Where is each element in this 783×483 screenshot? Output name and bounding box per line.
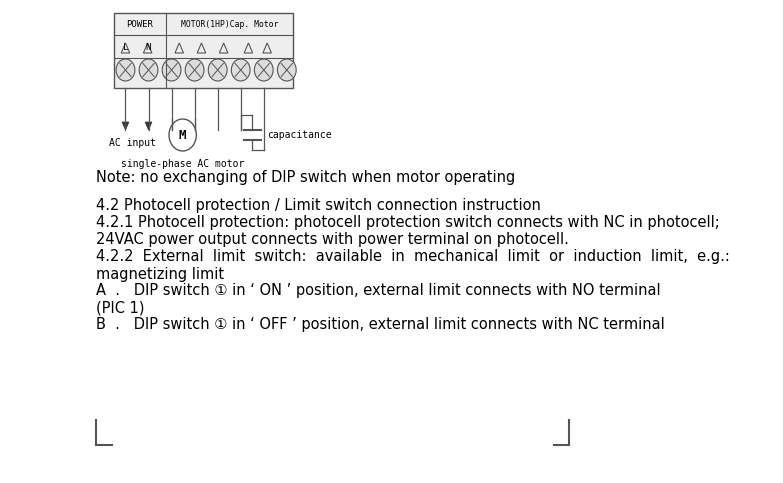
Text: N: N	[145, 43, 150, 52]
Text: 24VAC power output connects with power terminal on photocell.: 24VAC power output connects with power t…	[96, 232, 569, 247]
Text: POWER: POWER	[127, 19, 153, 28]
Text: AC input: AC input	[110, 138, 157, 148]
Circle shape	[186, 59, 204, 81]
Circle shape	[162, 59, 181, 81]
Text: M: M	[179, 128, 186, 142]
Circle shape	[208, 59, 227, 81]
Text: 4.2 Photocell protection / Limit switch connection instruction: 4.2 Photocell protection / Limit switch …	[96, 198, 541, 213]
Text: MOTOR(1HP)Cap. Motor: MOTOR(1HP)Cap. Motor	[181, 19, 279, 28]
Circle shape	[231, 59, 250, 81]
Circle shape	[116, 59, 135, 81]
Polygon shape	[145, 122, 152, 130]
Text: L: L	[123, 43, 128, 52]
Circle shape	[139, 59, 158, 81]
Polygon shape	[122, 122, 129, 130]
Circle shape	[277, 59, 296, 81]
Circle shape	[169, 119, 197, 151]
Text: A  .   DIP switch ① in ‘ ON ’ position, external limit connects with NO terminal: A . DIP switch ① in ‘ ON ’ position, ext…	[96, 283, 661, 298]
Text: single-phase AC motor: single-phase AC motor	[121, 159, 244, 169]
Text: B  .   DIP switch ① in ‘ OFF ’ position, external limit connects with NC termina: B . DIP switch ① in ‘ OFF ’ position, ex…	[96, 317, 666, 332]
Bar	[114, 13, 293, 88]
Text: magnetizing limit: magnetizing limit	[96, 267, 225, 282]
Text: Note: no exchanging of DIP switch when motor operating: Note: no exchanging of DIP switch when m…	[96, 170, 516, 185]
Text: 4.2.1 Photocell protection: photocell protection switch connects with NC in phot: 4.2.1 Photocell protection: photocell pr…	[96, 215, 720, 230]
Text: capacitance: capacitance	[268, 130, 332, 140]
Circle shape	[254, 59, 273, 81]
Text: 4.2.2  External  limit  switch:  available  in  mechanical  limit  or  induction: 4.2.2 External limit switch: available i…	[96, 249, 731, 264]
Text: (PIC 1): (PIC 1)	[96, 300, 145, 315]
